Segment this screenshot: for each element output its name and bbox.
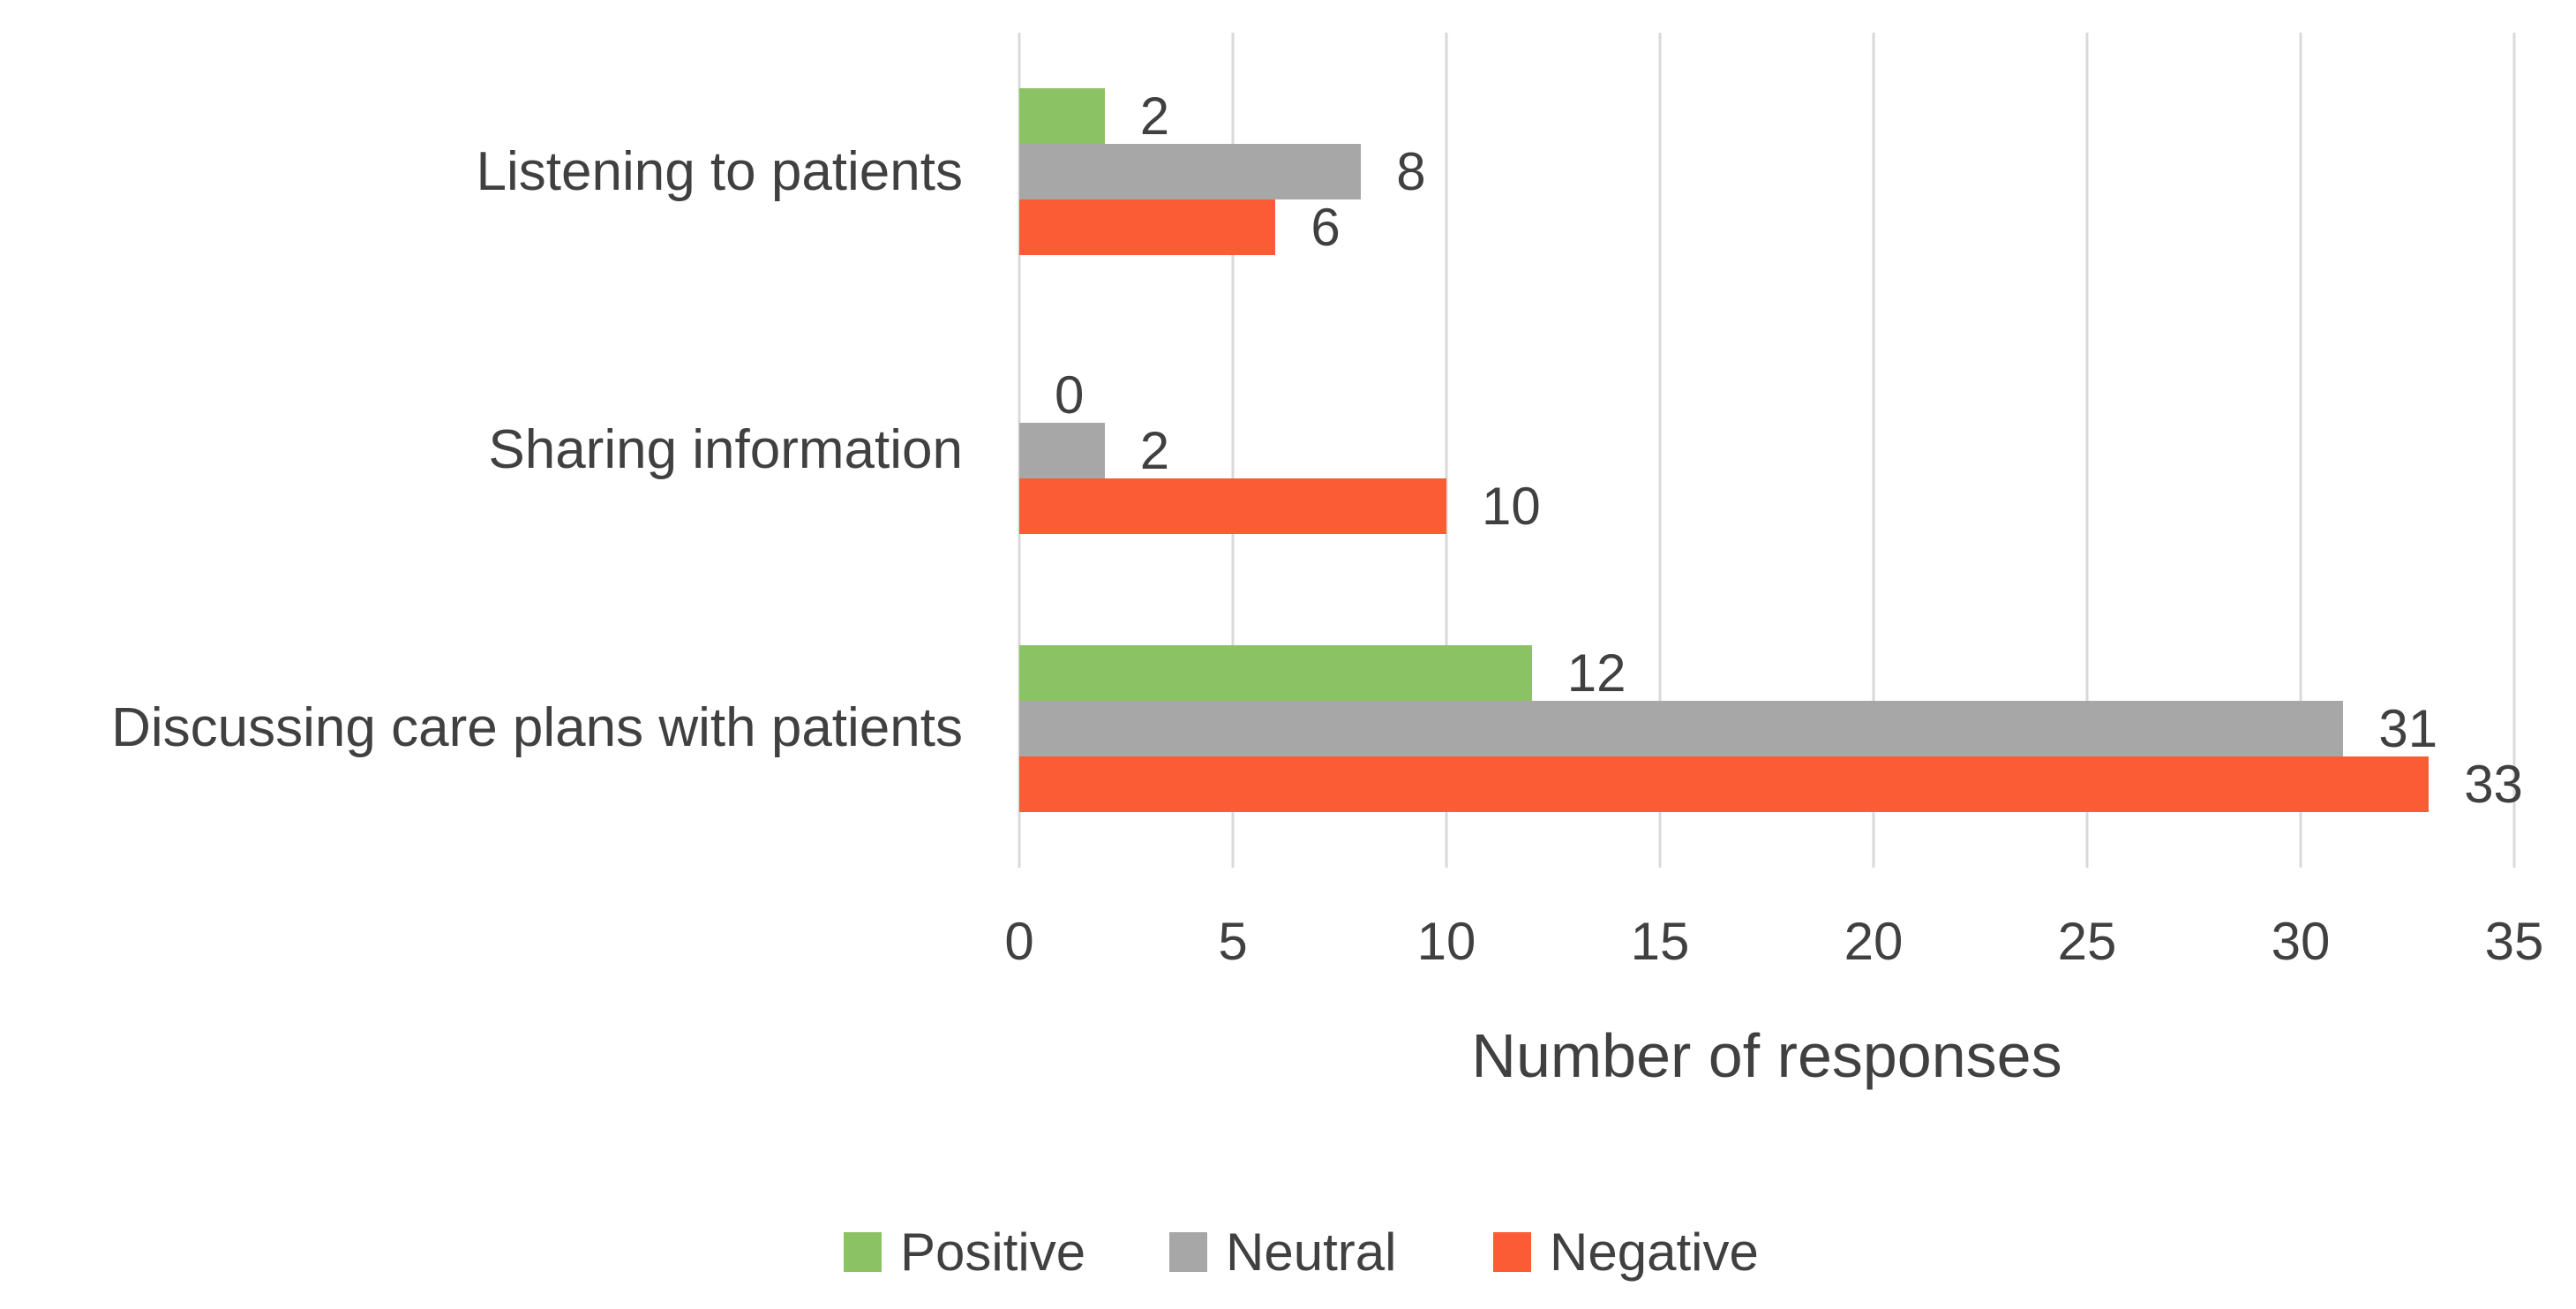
data-label: 8 bbox=[1396, 142, 1426, 202]
bar-positive bbox=[1019, 88, 1105, 145]
x-tick-label: 5 bbox=[1218, 912, 1248, 971]
bar-neutral bbox=[1019, 144, 1362, 200]
x-tick-label: 35 bbox=[2484, 912, 2544, 971]
data-label: 2 bbox=[1139, 87, 1170, 147]
category-label: Discussing care plans with patients bbox=[111, 697, 963, 759]
legend-item: Negative bbox=[1493, 1221, 1759, 1283]
legend-item: Positive bbox=[844, 1221, 1085, 1283]
plot-area: 2 8 6 0 2 10 12 31 33 bbox=[1018, 33, 2523, 868]
data-label: 10 bbox=[1482, 476, 1541, 536]
legend-swatch-positive bbox=[844, 1231, 882, 1272]
legend-label: Positive bbox=[900, 1222, 1086, 1282]
x-axis-title: Number of responses bbox=[1471, 1021, 2062, 1090]
bar-neutral bbox=[1019, 700, 2344, 756]
legend-label: Negative bbox=[1550, 1222, 1759, 1282]
bar-neutral bbox=[1019, 422, 1105, 478]
data-label: 0 bbox=[1055, 365, 1085, 425]
x-tick-label: 0 bbox=[1004, 912, 1034, 971]
x-tick-label: 30 bbox=[2271, 912, 2331, 971]
x-tick-label: 25 bbox=[2057, 912, 2117, 971]
legend-swatch-negative bbox=[1493, 1231, 1531, 1272]
gridline bbox=[2299, 33, 2302, 868]
category-label: Sharing information bbox=[488, 419, 963, 480]
x-tick-label: 10 bbox=[1416, 912, 1476, 971]
x-tick-label: 15 bbox=[1630, 912, 1690, 971]
legend-item: Neutral bbox=[1169, 1221, 1396, 1283]
gridline bbox=[2085, 33, 2089, 868]
category-axis: Listening to patients Sharing information… bbox=[0, 33, 963, 868]
legend-swatch-neutral bbox=[1169, 1231, 1207, 1272]
data-label: 31 bbox=[2378, 698, 2438, 758]
gridline bbox=[1445, 33, 1448, 868]
data-label: 2 bbox=[1139, 420, 1170, 480]
bar-negative bbox=[1019, 199, 1276, 256]
gridline bbox=[1231, 33, 1235, 868]
bar-negative bbox=[1019, 756, 2430, 812]
gridline bbox=[2512, 33, 2516, 868]
data-label: 33 bbox=[2464, 754, 2523, 814]
data-label: 12 bbox=[1566, 643, 1626, 703]
gridline bbox=[1872, 33, 1875, 868]
bar-positive bbox=[1019, 644, 1532, 701]
x-axis-ticks: 0 5 10 15 20 25 30 35 bbox=[1004, 905, 2543, 979]
gridline bbox=[1658, 33, 1662, 868]
x-tick-label: 20 bbox=[1844, 912, 1904, 971]
data-label: 6 bbox=[1311, 198, 1341, 258]
legend-label: Neutral bbox=[1226, 1222, 1397, 1282]
bar-negative bbox=[1019, 478, 1446, 534]
category-label: Listening to patients bbox=[476, 140, 964, 202]
